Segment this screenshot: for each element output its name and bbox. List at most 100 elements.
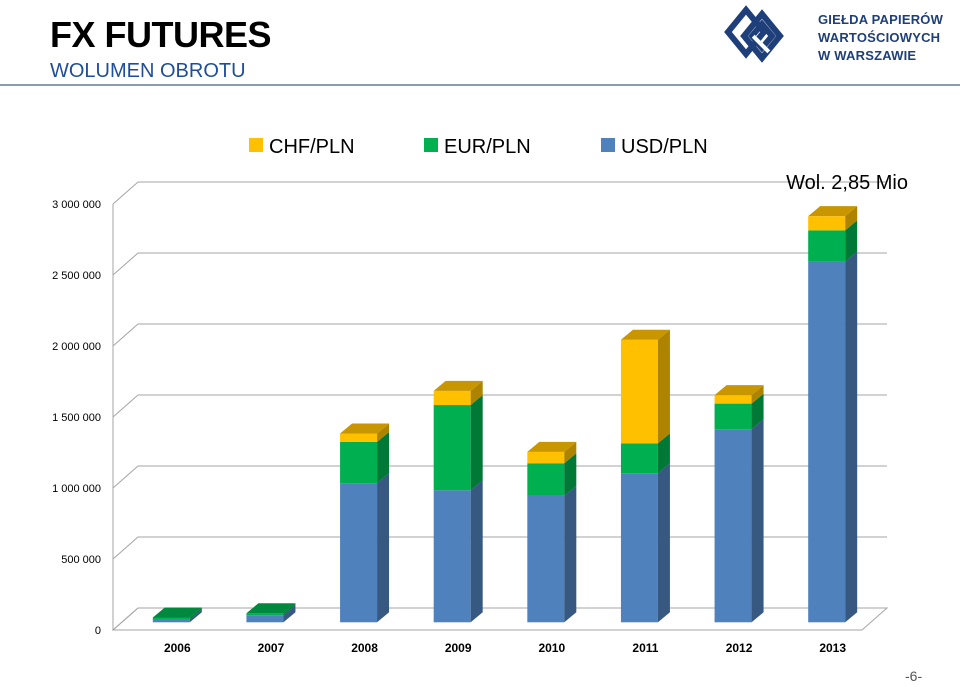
gridline bbox=[112, 323, 887, 347]
gridline bbox=[112, 394, 887, 418]
bar-2009-eur-pln-front bbox=[433, 405, 471, 491]
bar-2009-chf-pln bbox=[433, 380, 483, 406]
x-category-label: 2013 bbox=[819, 641, 846, 655]
bar-2006-usd-pln-front bbox=[152, 619, 190, 623]
legend-label: CHF/PLN bbox=[269, 136, 355, 158]
bar-2006-eur-pln-top bbox=[152, 607, 202, 618]
bar-2010-chf-pln-top bbox=[527, 441, 577, 452]
bar-2010-eur-pln-side bbox=[564, 453, 577, 496]
bar-2013-eur-pln-side bbox=[845, 220, 858, 262]
bar-2007-eur-pln-top bbox=[246, 603, 296, 614]
total-volume-annotation: Wol. 2,85 Mio bbox=[786, 172, 908, 194]
bar-2006-eur-pln-side bbox=[189, 607, 202, 620]
bar-2010-usd-pln-side bbox=[564, 485, 577, 623]
bar-2012-eur-pln-front bbox=[714, 403, 752, 430]
bar-2012-usd-pln-front bbox=[714, 429, 752, 623]
y-tick-label: 1 500 000 bbox=[52, 412, 101, 424]
bar-2008-chf-pln-top bbox=[340, 423, 390, 434]
bar-2009-chf-pln-front bbox=[433, 390, 471, 406]
bar-2011-eur-pln bbox=[620, 433, 670, 474]
bar-2009-eur-pln bbox=[433, 395, 483, 491]
y-tick-label: 1 000 000 bbox=[52, 483, 101, 495]
bar-2008-usd-pln bbox=[340, 473, 390, 623]
bar-2013-eur-pln-front bbox=[808, 230, 846, 262]
logo-line-2: WARTOŚCIOWYCH bbox=[818, 30, 941, 45]
legend-entry-usd-pln: USD/PLN bbox=[601, 136, 708, 158]
bar-2010-eur-pln-front bbox=[527, 463, 565, 496]
x-category-label: 2012 bbox=[726, 641, 753, 655]
bar-2009-chf-pln-side bbox=[470, 380, 483, 406]
gridline bbox=[112, 607, 887, 631]
bar-2011-chf-pln bbox=[620, 329, 670, 444]
bar-2008-usd-pln-front bbox=[340, 483, 378, 623]
gridline bbox=[112, 536, 887, 560]
grid-layer bbox=[111, 181, 889, 631]
bar-2011-eur-pln-front bbox=[620, 443, 658, 474]
bar-2006-usd-pln bbox=[152, 609, 202, 623]
bar-2013-usd-pln-side bbox=[845, 251, 858, 623]
bar-2012-usd-pln-side bbox=[751, 419, 764, 623]
bar-2013-eur-pln bbox=[808, 220, 858, 262]
bar-2013-chf-pln bbox=[808, 206, 858, 231]
bar-2010-chf-pln-front bbox=[527, 451, 565, 464]
gridline bbox=[112, 181, 887, 205]
slide-title: FX FUTURES bbox=[50, 14, 272, 55]
bar-2010-chf-pln-side bbox=[564, 441, 577, 464]
gpw-logo: GIEŁDA PAPIERÓW WARTOŚCIOWYCH W WARSZAWI… bbox=[722, 2, 952, 68]
bar-2010-usd-pln bbox=[527, 485, 577, 623]
y-tick-label: 2 000 000 bbox=[52, 341, 101, 353]
bar-2007-eur-pln-side bbox=[283, 603, 296, 616]
x-category-label: 2009 bbox=[445, 641, 472, 655]
x-category-label: 2006 bbox=[164, 641, 191, 655]
bar-2012-chf-pln-side bbox=[751, 385, 764, 404]
bar-2009-usd-pln-front bbox=[433, 490, 471, 623]
legend-entry-eur-pln: EUR/PLN bbox=[424, 136, 531, 158]
bar-2011-eur-pln-side bbox=[657, 433, 670, 474]
x-category-label: 2011 bbox=[632, 641, 658, 655]
y-tick-label: 2 500 000 bbox=[52, 270, 101, 282]
logo-line-1: GIEŁDA PAPIERÓW bbox=[818, 12, 944, 27]
bar-2009-usd-pln bbox=[433, 480, 483, 623]
bar-2009-usd-pln-side bbox=[470, 480, 483, 623]
bar-2008-eur-pln-side bbox=[377, 431, 390, 484]
bar-2012-usd-pln bbox=[714, 419, 764, 623]
bar-2006-usd-pln-side bbox=[189, 609, 202, 623]
page-number: -6- bbox=[905, 668, 923, 684]
slide-subtitle: WOLUMEN OBROTU bbox=[50, 60, 246, 82]
y-tick-label: 500 000 bbox=[61, 554, 101, 566]
header-divider bbox=[0, 84, 960, 86]
x-category-label: 2010 bbox=[538, 641, 565, 655]
bar-2007-usd-pln-side bbox=[283, 605, 296, 623]
gpw-logo-mark-icon bbox=[724, 5, 784, 63]
bar-2008-eur-pln-front bbox=[340, 441, 378, 484]
bar-2007-eur-pln-front bbox=[246, 613, 284, 616]
legend-layer: CHF/PLN EUR/PLN USD/PLN bbox=[249, 136, 708, 158]
bar-2008-eur-pln bbox=[340, 431, 390, 484]
bar-2011-usd-pln-side bbox=[657, 463, 670, 623]
bar-2012-chf-pln-top bbox=[714, 385, 764, 396]
bar-2010-usd-pln-front bbox=[527, 495, 565, 623]
bar-2010-eur-pln bbox=[527, 453, 577, 496]
x-category-label: 2008 bbox=[351, 641, 378, 655]
bar-2008-chf-pln bbox=[340, 423, 390, 442]
y-tick-label: 0 bbox=[95, 625, 101, 637]
bar-2008-usd-pln-side bbox=[377, 473, 390, 623]
y-tick-label: 3 000 000 bbox=[52, 199, 101, 211]
legend-entry-chf-pln: CHF/PLN bbox=[249, 136, 355, 158]
bar-2007-usd-pln-front bbox=[246, 615, 284, 623]
bar-2011-chf-pln-front bbox=[620, 339, 658, 444]
bar-2012-chf-pln bbox=[714, 385, 764, 404]
bar-2009-chf-pln-top bbox=[433, 380, 483, 391]
bar-2011-usd-pln-front bbox=[620, 473, 658, 623]
bar-2011-chf-pln-side bbox=[657, 329, 670, 444]
bar-2011-chf-pln-top bbox=[620, 329, 670, 340]
bar-2011-usd-pln bbox=[620, 463, 670, 623]
bar-2013-chf-pln-side bbox=[845, 206, 858, 231]
bar-2010-chf-pln bbox=[527, 441, 577, 464]
bar-2006-eur-pln bbox=[152, 607, 202, 620]
bar-2007-eur-pln bbox=[246, 603, 296, 616]
bars-layer bbox=[152, 206, 858, 623]
bar-2013-usd-pln bbox=[808, 251, 858, 623]
legend-swatch bbox=[424, 138, 438, 152]
chart-floor bbox=[111, 607, 889, 631]
